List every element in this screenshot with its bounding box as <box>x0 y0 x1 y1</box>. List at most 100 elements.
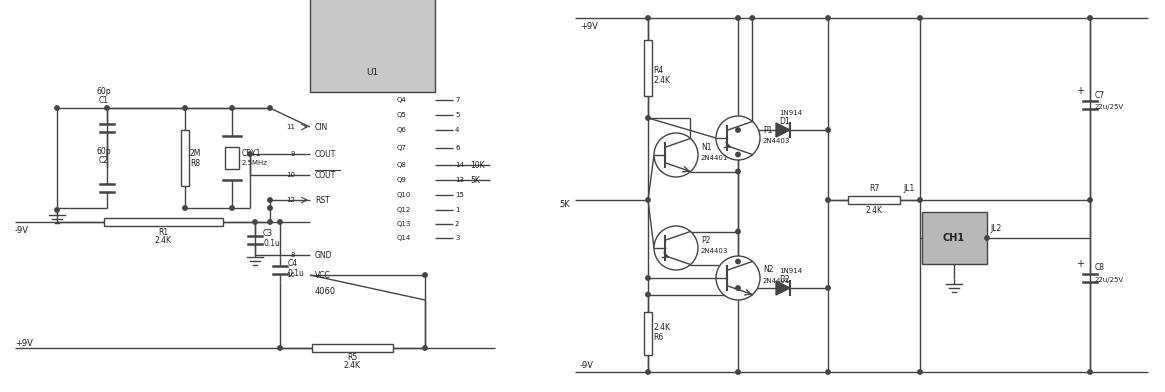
Circle shape <box>918 16 923 20</box>
Circle shape <box>1088 370 1093 374</box>
Circle shape <box>423 346 428 350</box>
Text: 13: 13 <box>456 177 464 183</box>
Circle shape <box>826 16 831 20</box>
Text: 10K: 10K <box>469 160 485 169</box>
Text: 2N4401: 2N4401 <box>763 278 790 284</box>
Circle shape <box>248 152 252 156</box>
Text: 8: 8 <box>290 252 295 258</box>
Text: 5K: 5K <box>469 176 480 185</box>
Bar <box>225 147 239 169</box>
Text: COUT: COUT <box>315 171 337 180</box>
Text: CRY1: CRY1 <box>242 149 261 158</box>
Text: JL1: JL1 <box>904 183 915 192</box>
Circle shape <box>736 259 740 264</box>
Circle shape <box>268 220 273 224</box>
Bar <box>922 212 987 264</box>
Text: Q7: Q7 <box>397 145 407 151</box>
Circle shape <box>645 16 650 20</box>
Text: -9V: -9V <box>15 225 29 234</box>
Text: 2.4K: 2.4K <box>155 236 171 245</box>
Text: Q9: Q9 <box>397 177 407 183</box>
Text: N2: N2 <box>763 265 774 274</box>
Text: +: + <box>1076 259 1083 269</box>
Text: R5: R5 <box>347 354 358 363</box>
Circle shape <box>984 236 989 240</box>
Circle shape <box>645 292 650 297</box>
Circle shape <box>183 106 188 110</box>
Text: 2.4K: 2.4K <box>654 76 670 85</box>
Circle shape <box>423 273 428 277</box>
Text: R1: R1 <box>158 227 168 236</box>
Circle shape <box>55 208 59 212</box>
Text: 16: 16 <box>285 272 295 278</box>
Text: 4060: 4060 <box>315 287 337 296</box>
Circle shape <box>654 133 698 177</box>
Text: +9V: +9V <box>15 339 33 347</box>
Text: 1N914: 1N914 <box>779 110 803 116</box>
Text: GND: GND <box>315 250 332 260</box>
Text: Q13: Q13 <box>397 221 411 227</box>
Circle shape <box>826 370 831 374</box>
Text: N1: N1 <box>701 143 712 151</box>
Text: C2: C2 <box>99 156 110 165</box>
Text: P1: P1 <box>763 125 772 134</box>
Text: P2: P2 <box>701 236 711 245</box>
Text: C7: C7 <box>1095 91 1106 100</box>
Bar <box>848 196 899 204</box>
Circle shape <box>268 206 273 210</box>
Text: 10: 10 <box>285 172 295 178</box>
Text: COUT: COUT <box>315 149 337 158</box>
Text: 2.4K: 2.4K <box>654 323 670 332</box>
Circle shape <box>654 226 698 270</box>
Text: R7: R7 <box>869 183 880 192</box>
Polygon shape <box>776 281 790 295</box>
Text: Q8: Q8 <box>397 162 407 168</box>
Text: 2M: 2M <box>190 149 202 158</box>
Text: Q12: Q12 <box>397 207 411 213</box>
Text: +: + <box>1076 86 1083 96</box>
Text: 2: 2 <box>456 221 459 227</box>
Text: 6: 6 <box>456 145 459 151</box>
Text: Q14: Q14 <box>397 235 411 241</box>
Circle shape <box>826 198 831 202</box>
Bar <box>104 218 224 226</box>
Text: +9V: +9V <box>580 22 598 31</box>
Polygon shape <box>776 123 790 137</box>
Text: 9: 9 <box>290 151 295 157</box>
Text: 0.1u: 0.1u <box>288 269 305 278</box>
Circle shape <box>918 370 923 374</box>
Bar <box>181 130 189 186</box>
Circle shape <box>645 116 650 120</box>
Bar <box>644 40 652 96</box>
Circle shape <box>750 16 755 20</box>
Circle shape <box>736 16 740 20</box>
Circle shape <box>1088 198 1093 202</box>
Text: U1: U1 <box>366 67 379 76</box>
Text: 2.4K: 2.4K <box>866 205 883 214</box>
Text: 4: 4 <box>456 127 459 133</box>
Text: 2N4403: 2N4403 <box>701 248 728 254</box>
Text: 11: 11 <box>285 124 295 130</box>
Circle shape <box>736 370 740 374</box>
Text: C3: C3 <box>263 229 273 238</box>
Circle shape <box>645 198 650 202</box>
Circle shape <box>183 206 188 210</box>
Circle shape <box>736 128 740 132</box>
Circle shape <box>253 220 257 224</box>
Text: R4: R4 <box>654 65 663 74</box>
Text: 22u/25V: 22u/25V <box>1095 104 1124 110</box>
Text: VCC: VCC <box>315 270 331 279</box>
Bar <box>310 0 435 92</box>
Text: C8: C8 <box>1095 263 1104 272</box>
Text: 2.4K: 2.4K <box>344 361 360 370</box>
Text: 2.5MHz: 2.5MHz <box>242 160 268 166</box>
Text: 3: 3 <box>456 235 459 241</box>
Circle shape <box>1088 16 1093 20</box>
Text: 14: 14 <box>456 162 464 168</box>
Text: R6: R6 <box>654 334 663 343</box>
Circle shape <box>105 106 110 110</box>
Text: 1: 1 <box>456 207 459 213</box>
Circle shape <box>826 286 831 290</box>
Bar <box>312 344 393 352</box>
Circle shape <box>645 276 650 280</box>
